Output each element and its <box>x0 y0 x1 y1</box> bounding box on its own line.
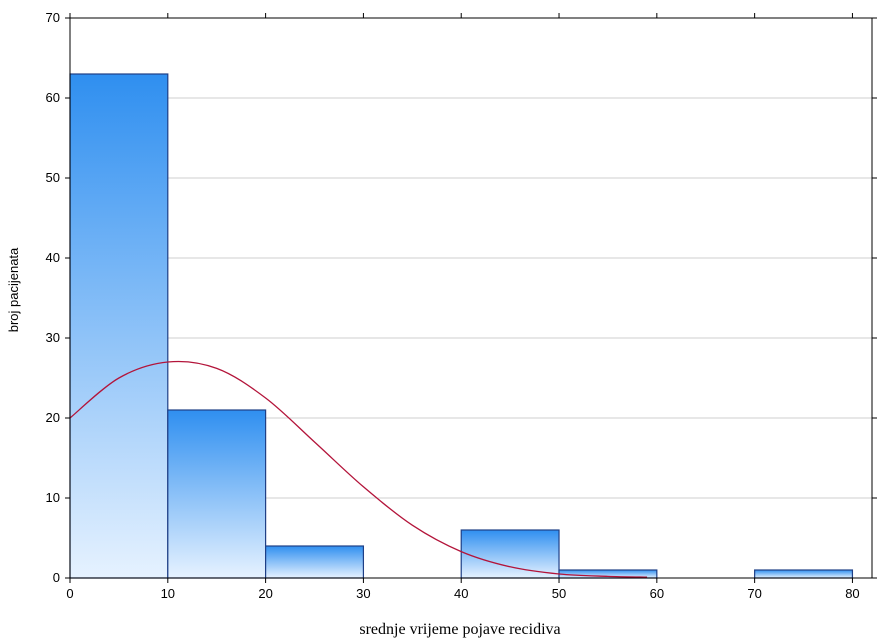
y-tick-label: 70 <box>46 10 60 25</box>
x-tick-label: 10 <box>161 586 175 601</box>
y-tick-label: 50 <box>46 170 60 185</box>
histogram-bar <box>754 569 854 579</box>
normal-fit-curve <box>69 360 648 578</box>
x-tick-label: 30 <box>356 586 370 601</box>
y-tick-label: 0 <box>53 570 60 585</box>
x-tick-label: 60 <box>650 586 664 601</box>
histogram-bars <box>69 73 854 579</box>
fit-curve-layer <box>69 360 648 578</box>
plot-frame <box>69 17 873 579</box>
x-tick-label: 70 <box>747 586 761 601</box>
histogram-bar <box>167 409 267 579</box>
y-tick-label: 60 <box>46 90 60 105</box>
x-tick-label: 0 <box>66 586 73 601</box>
axes <box>65 13 877 583</box>
histogram-bar <box>69 73 169 579</box>
y-tick-label: 30 <box>46 330 60 345</box>
tick-labels: 0 10 20 30 40 50 60 70 0 10 20 30 40 50 60 70 80 <box>46 10 860 601</box>
y-tick-label: 20 <box>46 410 60 425</box>
histogram-bar <box>460 529 560 579</box>
x-tick-label: 80 <box>845 586 859 601</box>
y-axis-label: broj pacijenata <box>6 247 21 332</box>
x-tick-label: 40 <box>454 586 468 601</box>
y-tick-label: 40 <box>46 250 60 265</box>
x-tick-label: 20 <box>258 586 272 601</box>
histogram-bar <box>265 545 365 579</box>
x-tick-label: 50 <box>552 586 566 601</box>
y-tick-label: 10 <box>46 490 60 505</box>
x-axis-label: srednje vrijeme pojave recidiva <box>359 621 560 638</box>
